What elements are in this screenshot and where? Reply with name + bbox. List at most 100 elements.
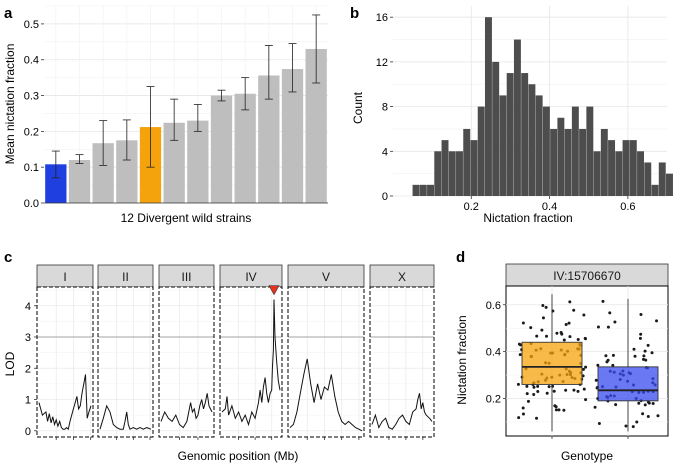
panel-d-point bbox=[583, 336, 587, 340]
panel-c-facet-I: I bbox=[36, 264, 94, 440]
panel-d-point bbox=[553, 404, 557, 408]
panel-d-point bbox=[551, 384, 555, 388]
panel-d-point bbox=[552, 389, 556, 393]
panel-d-point bbox=[611, 353, 615, 357]
panel-c-facet-background bbox=[370, 287, 434, 437]
panel-b-histogram-bar bbox=[600, 128, 608, 196]
panel-a-label: a bbox=[4, 5, 13, 22]
panel-d-point bbox=[576, 338, 580, 342]
panel-b-histogram-bar bbox=[441, 140, 449, 196]
panel-d-point bbox=[596, 325, 600, 329]
panel-d: d IV:15706670 0.2 0.4 0.6 Genotype Nictati… bbox=[455, 249, 669, 463]
panel-d-y-tick-label: 0.6 bbox=[486, 300, 501, 312]
panel-c-strip-label: III bbox=[181, 270, 191, 284]
panel-a-bar bbox=[281, 69, 304, 203]
panel-c-facet-frame bbox=[219, 286, 283, 438]
panel-d-point bbox=[572, 388, 576, 392]
panel-b-histogram-bar bbox=[571, 106, 579, 196]
panel-a-bar bbox=[234, 93, 256, 203]
panel-b-histogram-bar bbox=[637, 151, 644, 196]
panel-d-point bbox=[554, 408, 558, 412]
panel-c-facet-III: III bbox=[158, 264, 215, 440]
panel-b-y-tick-label: 12 bbox=[376, 57, 388, 69]
panel-d-label: d bbox=[456, 249, 465, 266]
panel-b-histogram-bar bbox=[535, 95, 543, 196]
panel-d-point bbox=[584, 365, 588, 369]
panel-d-point bbox=[614, 403, 618, 407]
panel-b-x-tick-label: 0.4 bbox=[542, 201, 557, 213]
panel-d-point bbox=[593, 405, 597, 409]
panel-a-y-tick-label: 0.3 bbox=[24, 91, 39, 103]
panel-d-point bbox=[567, 321, 571, 325]
panel-d-point bbox=[641, 357, 645, 361]
panel-b-histogram-bar bbox=[651, 184, 659, 196]
panel-d-point bbox=[516, 382, 520, 386]
panel-d-point bbox=[557, 408, 561, 412]
panel-c-strip-label: IV bbox=[245, 270, 256, 284]
panel-a-y-tick-label: 0.5 bbox=[24, 19, 39, 31]
panel-a-y-tick-label: 0.2 bbox=[24, 126, 39, 138]
panel-b-histogram-bar bbox=[412, 184, 420, 196]
panel-a-bar bbox=[305, 48, 327, 204]
panel-d-point bbox=[613, 320, 617, 324]
panel-d-point bbox=[646, 343, 650, 347]
panel-c-lod-line bbox=[221, 299, 281, 427]
panel-a-bar bbox=[210, 95, 233, 203]
panel-b-histogram-bar bbox=[456, 151, 463, 196]
panel-c-strip-label: I bbox=[63, 270, 66, 284]
panel-c-x-axis-title: Genomic position (Mb) bbox=[178, 449, 299, 463]
panel-c-facet-frame bbox=[287, 286, 365, 438]
panel-d-point bbox=[568, 335, 572, 339]
panel-d-point bbox=[647, 401, 651, 405]
panel-b-histogram-bar bbox=[586, 106, 594, 196]
panel-b-histogram-bar bbox=[484, 17, 492, 197]
panel-d-point bbox=[564, 388, 568, 392]
panel-c-lod-line bbox=[38, 374, 92, 431]
panel-d-point bbox=[572, 308, 576, 312]
panel-d-box-ALT bbox=[597, 298, 659, 439]
panel-d-point bbox=[606, 325, 610, 329]
panel-b-y-tick-label: 8 bbox=[382, 102, 388, 114]
panel-d-point bbox=[651, 401, 655, 405]
panel-d-point bbox=[525, 392, 529, 396]
panel-b-histogram-bar bbox=[542, 106, 550, 196]
panel-d-boxes bbox=[521, 294, 659, 439]
panel-c-strip-label: II bbox=[122, 270, 129, 284]
panel-d-x-axis-title: Genotype bbox=[561, 449, 613, 463]
panel-d-point bbox=[632, 347, 636, 351]
panel-d-point bbox=[535, 334, 539, 338]
panel-b-histogram-bar bbox=[499, 95, 507, 196]
panel-c-facet-frame bbox=[158, 286, 215, 438]
panel-c-lod-line bbox=[99, 404, 152, 430]
panel-b-axes: 0 4 8 12 16 0.2 0.4 0.6 bbox=[376, 12, 636, 213]
panel-b-y-tick-label: 4 bbox=[382, 146, 388, 158]
panel-d-point bbox=[519, 343, 523, 347]
panel-c-label: c bbox=[4, 249, 12, 266]
panel-b-histogram-bar bbox=[658, 162, 666, 196]
panel-b-histogram-bar bbox=[419, 184, 427, 196]
panel-c-facet-frame bbox=[36, 286, 94, 438]
panel-d-point bbox=[644, 358, 648, 362]
panel-b-histogram-bars bbox=[412, 17, 673, 197]
panel-d-point bbox=[624, 424, 628, 428]
panel-d-point bbox=[582, 387, 586, 391]
panel-d-point bbox=[521, 412, 525, 416]
panel-d-point bbox=[541, 316, 545, 320]
panel-c-strip-label: V bbox=[322, 270, 330, 284]
panel-d-point bbox=[562, 338, 566, 342]
panel-d-point bbox=[639, 332, 643, 336]
panel-d-point bbox=[633, 354, 637, 358]
panel-d-point bbox=[532, 385, 536, 389]
panel-b-x-tick-label: 0.6 bbox=[620, 201, 635, 213]
panel-a-plot-area bbox=[44, 6, 328, 203]
panel-d-point bbox=[525, 384, 529, 388]
panel-b-histogram-bar bbox=[615, 151, 623, 196]
panel-b-histogram-bar bbox=[557, 117, 565, 196]
panel-b-histogram-bar bbox=[492, 61, 500, 196]
panel-b-label: b bbox=[350, 5, 359, 22]
panel-d-point bbox=[581, 367, 585, 371]
panel-d-point bbox=[545, 334, 549, 338]
panel-c-y-tick-label: 1 bbox=[25, 395, 31, 407]
panel-b-x-axis-title: Nictation fraction bbox=[483, 211, 572, 225]
